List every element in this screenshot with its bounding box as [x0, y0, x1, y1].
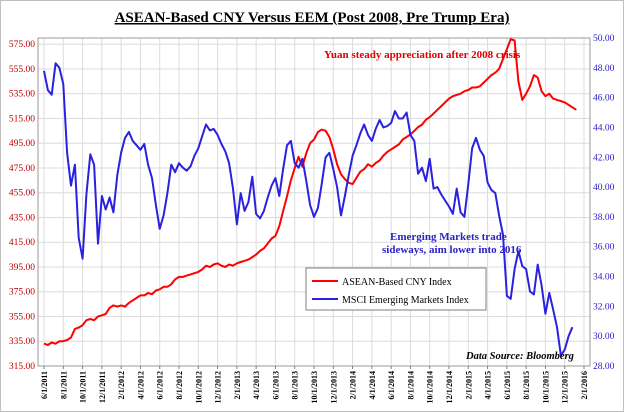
x-tick-label: 8/1/2013	[291, 371, 300, 399]
series-lines	[43, 38, 577, 357]
y-tick-left: 455.00	[9, 189, 35, 199]
x-tick-label: 10/1/2014	[426, 371, 435, 403]
x-tick-label: 2/1/2015	[464, 371, 473, 399]
x-tick-label: 8/1/2012	[175, 371, 184, 399]
x-tick-label: 2/1/2016	[580, 371, 589, 399]
y-tick-left: 415.00	[9, 238, 35, 248]
x-tick-label: 4/1/2012	[136, 371, 145, 399]
x-tick-label: 6/1/2015	[503, 371, 512, 399]
data-source: Data Source: Bloomberg	[465, 351, 574, 362]
x-tick-label: 4/1/2014	[368, 371, 377, 399]
y-tick-left: 535.00	[9, 90, 35, 100]
y-tick-right: 42.00	[593, 153, 615, 163]
x-tick-label: 12/1/2015	[561, 371, 570, 403]
y-tick-right: 40.00	[593, 183, 615, 193]
x-tick-label: 8/1/2014	[406, 371, 415, 399]
y-tick-right: 44.00	[593, 123, 615, 133]
legend-label-eem: MSCI Emerging Markets Index	[342, 295, 469, 306]
x-tick-label: 10/1/2012	[194, 371, 203, 403]
series-line-cny	[43, 38, 577, 346]
x-tick-label: 6/1/2013	[271, 371, 280, 399]
y-tick-left: 435.00	[9, 213, 35, 223]
y-tick-left: 395.00	[9, 263, 35, 273]
x-tick-label: 6/1/2014	[387, 371, 396, 399]
y-tick-right: 36.00	[593, 243, 615, 253]
y-tick-right: 34.00	[593, 273, 615, 283]
x-tick-label: 6/1/2011	[40, 371, 49, 399]
x-tick-label: 12/1/2011	[98, 371, 107, 403]
x-tick-label: 10/1/2013	[310, 371, 319, 403]
y-tick-right: 38.00	[593, 213, 615, 223]
x-tick-label: 10/1/2011	[79, 371, 88, 403]
legend: ASEAN-Based CNY Index MSCI Emerging Mark…	[305, 267, 487, 311]
y-axis-right: 28.00 30.00 32.00 34.00 36.00 38.00 40.00 42.00…	[593, 34, 615, 372]
x-tick-label: 2/1/2014	[349, 371, 358, 399]
x-tick-label: 4/1/2013	[252, 371, 261, 399]
x-tick-label: 8/1/2011	[59, 371, 68, 399]
y-tick-right: 46.00	[593, 94, 615, 104]
x-tick-label: 10/1/2015	[541, 371, 550, 403]
y-tick-left: 355.00	[9, 312, 35, 322]
y-axis-left: 315.00 335.00 355.00 375.00 395.00 415.00 435.…	[9, 40, 35, 372]
annotation-em-line1: Emerging Markets trade	[390, 231, 507, 243]
legend-box	[305, 267, 487, 311]
y-tick-right: 30.00	[593, 332, 615, 342]
y-tick-left: 555.00	[9, 65, 35, 75]
y-tick-left: 375.00	[9, 288, 35, 298]
y-tick-right: 32.00	[593, 302, 615, 312]
y-tick-right: 28.00	[593, 362, 615, 372]
grid	[38, 38, 590, 367]
y-tick-left: 315.00	[9, 362, 35, 372]
x-tick-label: 12/1/2014	[445, 371, 454, 403]
x-axis: 6/1/2011 8/1/2011 10/1/2011 12/1/2011 2/1/20…	[40, 366, 589, 403]
x-tick-label: 6/1/2012	[156, 371, 165, 399]
x-tick-label: 12/1/2013	[329, 371, 338, 403]
y-tick-left: 495.00	[9, 139, 35, 149]
x-tick-label: 8/1/2015	[522, 371, 531, 399]
x-tick-label: 12/1/2012	[214, 371, 223, 403]
y-tick-left: 335.00	[9, 337, 35, 347]
y-tick-right: 48.00	[593, 64, 615, 74]
series-line-eem	[43, 62, 574, 357]
x-tick-label: 4/1/2015	[484, 371, 493, 399]
x-tick-label: 2/1/2013	[233, 371, 242, 399]
y-tick-left: 515.00	[9, 114, 35, 124]
annotation-yuan: Yuan steady appreciation after 2008 cris…	[324, 49, 521, 61]
y-tick-left: 575.00	[9, 40, 35, 50]
y-tick-left: 475.00	[9, 164, 35, 174]
chart-title: ASEAN-Based CNY Versus EEM (Post 2008, P…	[115, 10, 510, 26]
y-tick-right: 50.00	[593, 34, 615, 44]
annotation-em-line2: sideways, aim lower into 2016	[382, 244, 522, 256]
legend-label-cny: ASEAN-Based CNY Index	[342, 277, 452, 288]
x-tick-label: 2/1/2012	[117, 371, 126, 399]
